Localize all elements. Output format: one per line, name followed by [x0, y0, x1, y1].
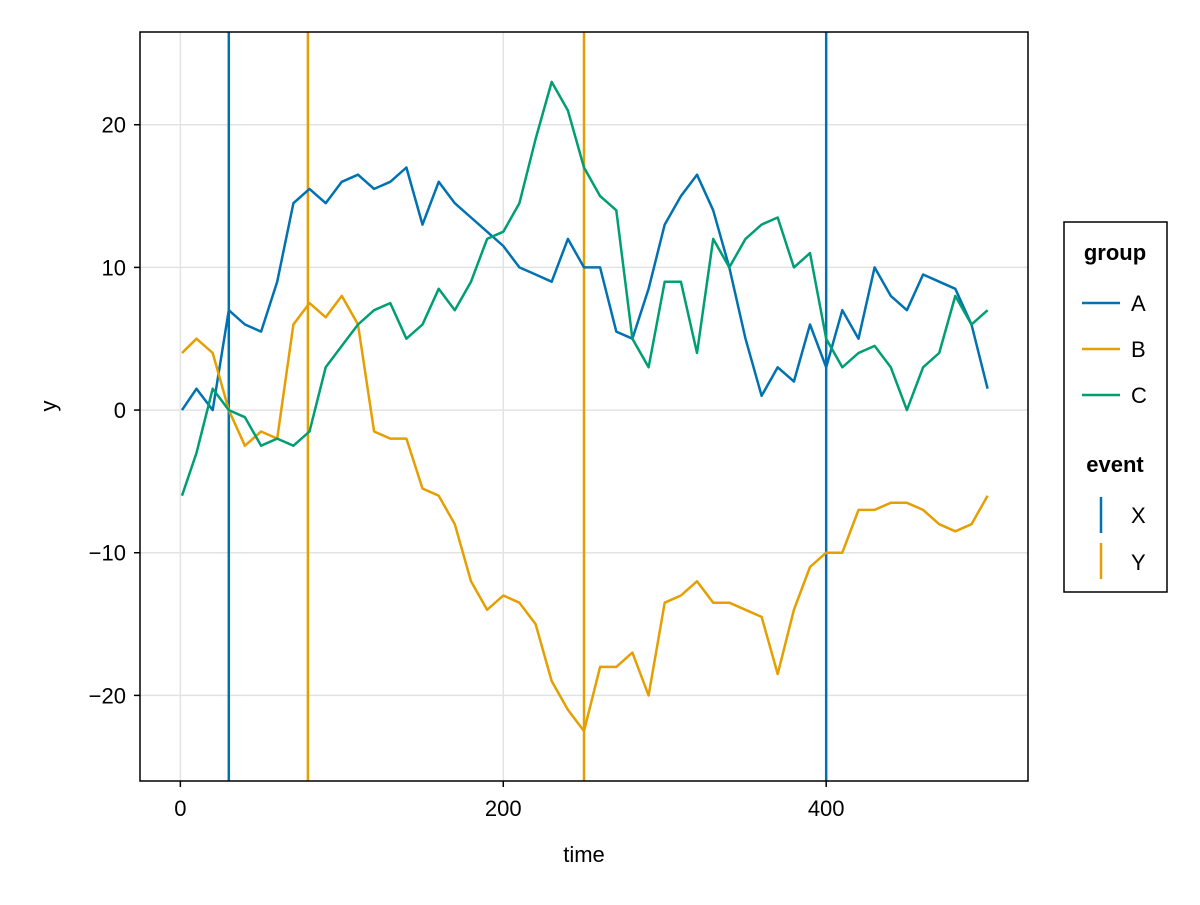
y-tick-label: −20	[89, 683, 126, 708]
x-tick-label: 200	[485, 796, 522, 821]
legend-label-a: A	[1131, 291, 1146, 316]
y-tick-label: 10	[102, 255, 126, 280]
y-tick-label: −10	[89, 541, 126, 566]
legend-box	[1063, 221, 1168, 593]
legend-title-group: group	[1084, 240, 1146, 265]
series-layer	[180, 80, 989, 733]
legend-label-b: B	[1131, 337, 1146, 362]
series-line-c	[180, 80, 989, 497]
legend-title-event: event	[1086, 452, 1144, 477]
plot-frame	[139, 31, 1029, 782]
legend: group A B C event X Y	[1063, 221, 1168, 593]
event-layer	[227, 32, 828, 781]
series-line-a	[180, 166, 989, 412]
legend-label-y: Y	[1131, 550, 1146, 575]
series-line-b	[181, 294, 989, 733]
x-tick-label: 400	[808, 796, 845, 821]
y-tick-label: 20	[102, 113, 126, 138]
tick-layer: 0 200 400 −20 −10 0 10 20	[89, 113, 845, 821]
legend-label-x: X	[1131, 503, 1146, 528]
y-axis-label: y	[36, 401, 61, 412]
legend-label-c: C	[1131, 383, 1147, 408]
x-axis-label: time	[563, 842, 605, 867]
y-tick-label: 0	[114, 398, 126, 423]
x-tick-label: 0	[174, 796, 186, 821]
